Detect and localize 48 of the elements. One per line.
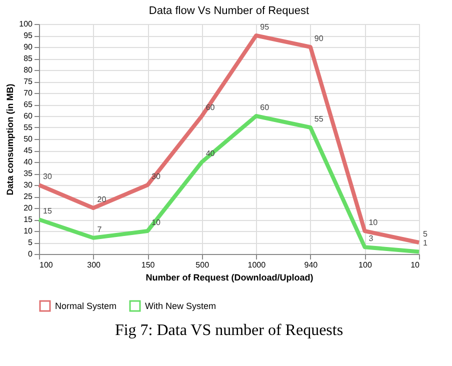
y-tick-label: 95 — [24, 31, 34, 40]
legend-label: With New System — [145, 301, 216, 311]
data-label: 7 — [97, 224, 102, 234]
data-label: 30 — [43, 172, 52, 181]
chart-title: Data flow Vs Number of Request — [148, 5, 310, 17]
data-label: 15 — [43, 206, 52, 216]
x-tick-label: 940 — [304, 260, 318, 270]
data-label: 60 — [260, 103, 270, 112]
data-label: 90 — [314, 34, 324, 43]
y-tick-label: 10 — [24, 226, 34, 236]
y-tick-label: 90 — [24, 42, 34, 52]
caption: Fig 7: Data VS number of Requests — [114, 322, 344, 339]
data-label: 55 — [314, 114, 324, 124]
y-tick-label: 35 — [24, 169, 34, 178]
line-series — [37, 34, 421, 244]
data-label: 20 — [97, 195, 107, 204]
y-tick-label: 20 — [24, 204, 34, 212]
y-tick-label: 0 — [28, 250, 34, 258]
y-tick-label: 45 — [24, 146, 34, 155]
y-tick-label: 5 — [28, 238, 34, 247]
legend-label: Normal System — [55, 301, 117, 311]
y-tick-label: 40 — [24, 158, 34, 166]
x-tick-label: 10 — [410, 260, 420, 270]
data-label: 3 — [368, 234, 374, 244]
data-label: 10 — [368, 218, 378, 227]
y-tick-label: 70 — [24, 88, 34, 98]
y-tick-label: 25 — [24, 192, 34, 201]
y-tick-label: 75 — [24, 77, 34, 86]
y-tick-label: 55 — [24, 123, 34, 132]
x-tick-label: 1000 — [248, 260, 266, 270]
y-tick-label: 15 — [24, 215, 34, 224]
x-tick-label: 300 — [87, 260, 102, 270]
data-label: 95 — [260, 22, 270, 32]
y-tick-label: 50 — [24, 134, 34, 144]
x-tick-label: 150 — [141, 260, 156, 270]
y-axis-title: Data consumption (in MB) — [5, 84, 16, 196]
data-label: 1 — [423, 238, 428, 248]
x-tick-label: 100 — [358, 260, 372, 270]
y-tick-label: 60 — [24, 112, 34, 120]
x-tick-label: 100 — [40, 260, 54, 270]
y-tick-label: 85 — [24, 54, 34, 63]
y-tick-label: 100 — [19, 20, 34, 28]
y-tick-label: 65 — [24, 100, 34, 109]
x-axis-title: Number of Request (Download/Upload) — [146, 272, 314, 282]
y-tick-label: 30 — [24, 180, 34, 190]
x-tick-label: 500 — [196, 260, 210, 270]
data-label: 5 — [423, 230, 428, 238]
y-tick-label: 80 — [24, 66, 34, 74]
